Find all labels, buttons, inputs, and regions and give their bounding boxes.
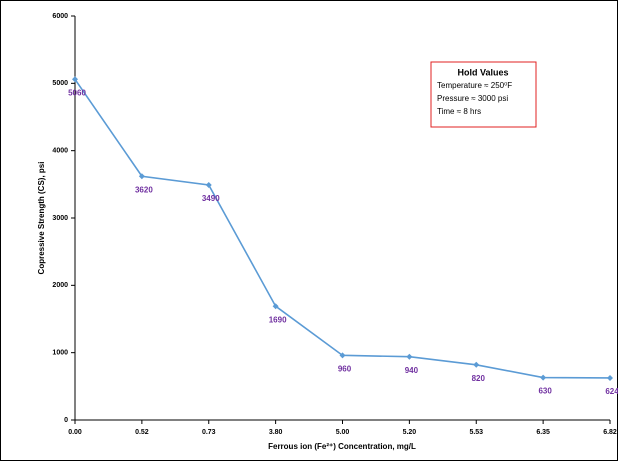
data-label: 5060 bbox=[68, 88, 86, 97]
data-label: 940 bbox=[405, 366, 419, 375]
x-tick-label: 3.80 bbox=[269, 429, 283, 436]
y-tick-label: 3000 bbox=[52, 215, 68, 222]
y-tick-label: 0 bbox=[64, 417, 68, 424]
data-label: 3620 bbox=[135, 185, 153, 194]
x-tick-label: 5.53 bbox=[469, 429, 483, 436]
annotation-line: Time ≈ 8 hrs bbox=[437, 107, 481, 116]
y-tick-label: 4000 bbox=[52, 148, 68, 155]
y-tick-label: 6000 bbox=[52, 13, 68, 20]
annotation-line: Temperature ≈ 250⁰F bbox=[437, 81, 512, 90]
data-label: 630 bbox=[538, 387, 552, 396]
annotation-box bbox=[430, 61, 537, 128]
y-tick-label: 5000 bbox=[52, 80, 68, 87]
data-label: 624 bbox=[605, 387, 618, 396]
data-point bbox=[406, 353, 413, 360]
data-point bbox=[205, 182, 212, 189]
data-point bbox=[339, 352, 346, 359]
x-tick-label: 0.00 bbox=[68, 429, 82, 436]
data-point bbox=[540, 374, 547, 381]
data-label: 3490 bbox=[202, 194, 220, 203]
data-point bbox=[607, 374, 613, 381]
y-axis-title: Copressive Strength (CS), psi bbox=[37, 162, 46, 275]
annotation-title: Hold Values bbox=[457, 67, 508, 77]
x-tick-label: 0.73 bbox=[202, 429, 216, 436]
data-point bbox=[272, 303, 279, 310]
x-axis-title: Ferrous ion (Fe²⁺) Concentration, mg/L bbox=[268, 442, 416, 451]
x-tick-label: 5.20 bbox=[403, 429, 417, 436]
x-tick-label: 6.82 bbox=[603, 429, 617, 436]
data-label: 1690 bbox=[269, 315, 287, 324]
data-point bbox=[72, 76, 78, 83]
data-label: 960 bbox=[338, 364, 352, 373]
annotation-line: Pressure ≈ 3000 psi bbox=[437, 94, 508, 103]
x-tick-label: 6.35 bbox=[536, 429, 550, 436]
y-tick-label: 1000 bbox=[52, 350, 68, 357]
x-tick-label: 5.00 bbox=[336, 429, 350, 436]
data-point bbox=[138, 173, 145, 180]
x-tick-label: 0.52 bbox=[135, 429, 149, 436]
data-point bbox=[473, 361, 480, 368]
data-label: 820 bbox=[472, 374, 486, 383]
y-tick-label: 2000 bbox=[52, 282, 68, 289]
